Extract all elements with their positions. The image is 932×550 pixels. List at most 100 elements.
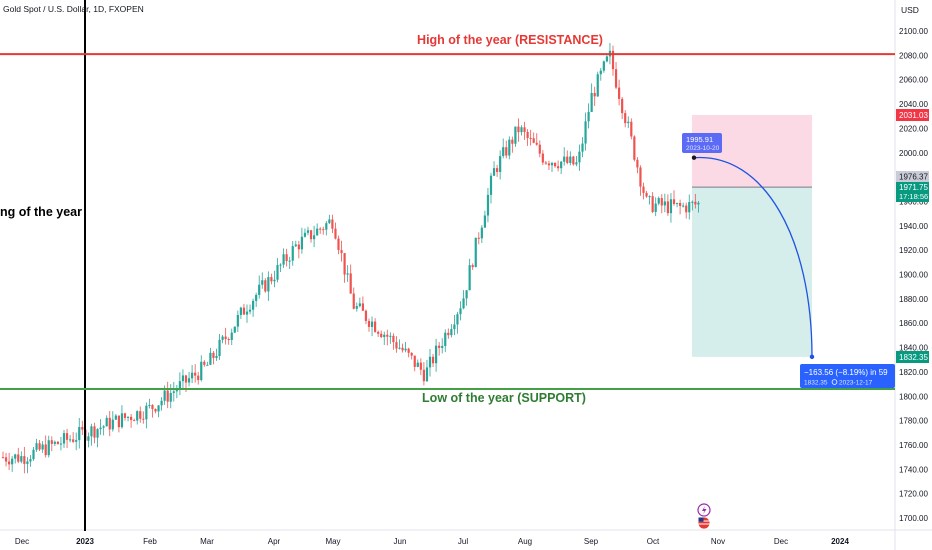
- candle-body: [657, 198, 660, 204]
- candle-body: [200, 361, 203, 381]
- candle-body: [233, 326, 236, 333]
- candle-body: [361, 303, 364, 311]
- candle-body: [572, 156, 575, 165]
- target-price-text: 1832.35: [899, 353, 928, 362]
- price-tick-label: 1840.00: [899, 344, 928, 353]
- candle-body: [337, 238, 340, 251]
- candle-body: [688, 202, 691, 213]
- time-tick-label: Jun: [394, 537, 407, 546]
- candle-body: [111, 419, 114, 430]
- candle-body: [679, 202, 682, 206]
- candle-body: [239, 307, 242, 315]
- candle-body: [90, 426, 93, 437]
- candle-body: [395, 342, 398, 349]
- candle-body: [355, 306, 358, 309]
- candle-body: [349, 273, 352, 294]
- candle-body: [313, 235, 316, 240]
- candle-body: [139, 411, 142, 419]
- price-tick-label: 2100.00: [899, 27, 928, 36]
- candle-body: [297, 244, 300, 250]
- start-price-text: 1995.91: [686, 135, 713, 144]
- price-tick-label: 1880.00: [899, 295, 928, 304]
- candle-body: [206, 364, 209, 366]
- candle-body: [370, 321, 374, 327]
- candle-body: [364, 310, 368, 321]
- candle-body: [264, 280, 267, 292]
- time-axis[interactable]: Dec 2023 Feb Mar Apr May Jun Jul Aug Sep Oct Nov Dec…: [15, 537, 850, 546]
- candle-body: [587, 111, 590, 122]
- projection-curve[interactable]: [693, 157, 813, 357]
- candle-body: [181, 375, 185, 382]
- candle-body: [398, 347, 401, 349]
- time-tick-label: Nov: [711, 537, 725, 546]
- candle-body: [547, 163, 551, 166]
- candle-body: [618, 87, 621, 99]
- take-profit-zone[interactable]: [692, 187, 812, 357]
- last-price-text: 1971.75: [899, 183, 928, 192]
- year-start-label: ng of the year: [0, 205, 82, 219]
- time-tick-label: Jul: [458, 537, 468, 546]
- target-price-tag: [896, 351, 929, 363]
- candle-body: [334, 228, 337, 239]
- candle-body: [480, 227, 483, 239]
- clock-icon: [831, 379, 838, 385]
- price-axis[interactable]: 1700.00 1720.00 1740.00 1760.00 1780.00 1800.…: [899, 27, 928, 523]
- stop-price-text: 2031.03: [899, 111, 928, 120]
- candle-body: [575, 162, 578, 165]
- candle-body: [26, 461, 29, 464]
- candle-body: [93, 426, 96, 438]
- candle-body: [120, 413, 124, 428]
- projection-end-point[interactable]: [809, 354, 815, 360]
- candle-body: [560, 161, 563, 169]
- candle-body: [172, 391, 175, 393]
- resistance-label: High of the year (RESISTANCE): [417, 33, 603, 47]
- candle-body: [578, 151, 581, 163]
- candle-body: [309, 230, 313, 240]
- candle-body: [404, 348, 407, 351]
- candle-body: [285, 254, 288, 261]
- candle-body: [352, 293, 355, 309]
- candle-body: [1, 457, 5, 459]
- price-tick-label: 1740.00: [899, 465, 928, 474]
- candle-body: [331, 219, 334, 229]
- candle-body: [633, 136, 636, 160]
- projection-start-point[interactable]: [691, 155, 697, 160]
- candle-body: [69, 439, 72, 441]
- last-price-tag: [896, 182, 929, 202]
- candle-body: [303, 232, 307, 237]
- candles-group: [1, 42, 700, 474]
- candle-body: [511, 139, 514, 144]
- price-tick-label: 2080.00: [899, 51, 928, 60]
- candle-body: [557, 166, 560, 169]
- time-tick-label: Feb: [143, 537, 157, 546]
- candle-body: [224, 336, 227, 339]
- candle-body: [62, 433, 66, 444]
- candle-body: [270, 277, 273, 282]
- candle-body: [133, 420, 136, 422]
- candle-body: [4, 457, 8, 462]
- price-tick-label: 1720.00: [899, 490, 928, 499]
- candle-body: [636, 159, 639, 168]
- candle-body: [654, 203, 657, 212]
- end-date-text: 2023-12-17: [839, 380, 873, 387]
- time-tick-label: 2024: [831, 537, 849, 546]
- candle-body: [145, 405, 148, 420]
- candle-body: [230, 332, 233, 341]
- candle-body: [377, 331, 380, 334]
- price-tick-label: 2060.00: [899, 76, 928, 85]
- candle-body: [611, 50, 615, 70]
- candle-body: [209, 352, 212, 365]
- candle-body: [187, 378, 191, 383]
- candle-body: [425, 367, 429, 382]
- symbol-title[interactable]: Gold Spot / U.S. Dollar, 1D, FXOPEN: [3, 4, 144, 14]
- candle-body: [691, 201, 694, 203]
- candle-body: [325, 223, 328, 230]
- candle-body: [422, 369, 425, 382]
- candle-body: [685, 205, 688, 213]
- candle-body: [14, 454, 17, 459]
- candle-body: [221, 336, 224, 340]
- candle-body: [465, 290, 468, 299]
- price-tick-label: 1820.00: [899, 368, 928, 377]
- candle-body: [160, 400, 163, 406]
